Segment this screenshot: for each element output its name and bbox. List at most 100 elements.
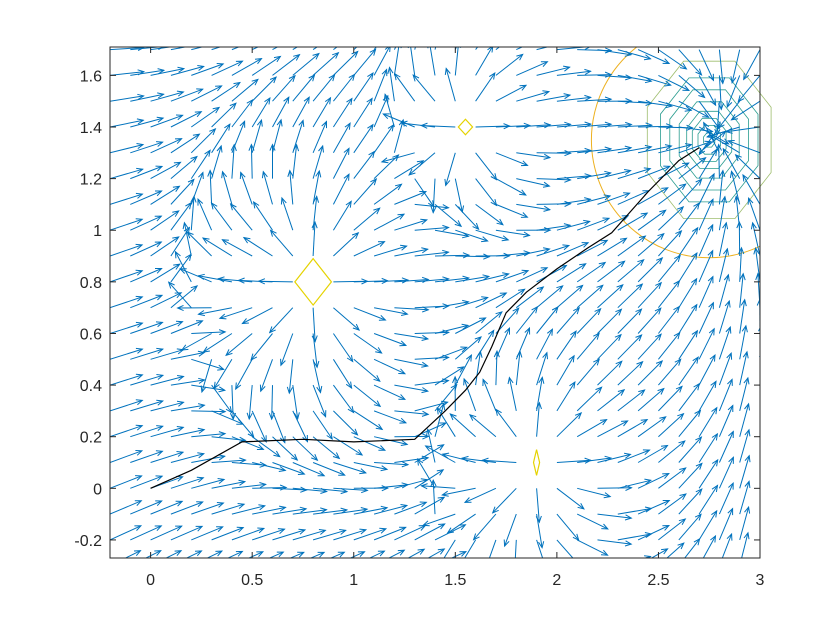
field-arrow — [259, 359, 273, 393]
field-arrow — [495, 229, 531, 238]
field-arrow — [333, 507, 369, 515]
field-arrow — [130, 425, 164, 438]
field-arrow — [495, 408, 517, 437]
field-arrow — [739, 480, 751, 515]
goal-contour-mid — [646, 60, 772, 220]
field-arrow — [130, 475, 164, 489]
field-arrow — [722, 147, 741, 179]
field-arrow — [434, 252, 471, 259]
field-arrow — [353, 72, 374, 102]
field-arrow — [739, 428, 751, 463]
field-arrow — [353, 307, 387, 321]
field-arrow — [597, 145, 633, 154]
field-arrow — [190, 171, 204, 205]
field-arrow — [463, 487, 497, 503]
field-arrow — [444, 152, 456, 187]
field-arrow — [221, 239, 253, 257]
field-arrow — [207, 169, 214, 205]
field-arrow — [394, 333, 430, 341]
field-arrow — [536, 376, 545, 411]
field-arrow — [252, 484, 288, 491]
field-arrow — [658, 440, 686, 463]
field-arrow — [678, 100, 710, 118]
field-arrow — [718, 49, 726, 85]
field-arrow — [231, 47, 241, 51]
field-arrow — [353, 333, 383, 354]
field-arrow — [150, 500, 184, 515]
field-arrow — [191, 85, 223, 102]
field-arrow — [272, 118, 283, 153]
field-arrow — [714, 101, 721, 137]
field-arrow — [514, 539, 517, 558]
field-arrow — [658, 229, 683, 257]
field-arrow — [382, 113, 415, 128]
field-arrow — [280, 333, 294, 367]
field-arrow — [373, 47, 391, 76]
field-arrow — [597, 215, 630, 231]
path-layer — [150, 147, 700, 489]
field-arrow — [380, 152, 415, 164]
field-arrow — [637, 387, 665, 412]
field-arrow — [110, 475, 143, 489]
goal-contour-inner — [669, 89, 749, 191]
field-arrow — [556, 284, 584, 309]
field-arrow — [737, 75, 760, 103]
y-tick-label: 0.8 — [80, 275, 102, 292]
field-arrow — [516, 152, 552, 160]
y-tick-label: 1.6 — [80, 68, 102, 85]
field-arrow — [443, 539, 456, 558]
field-arrow — [617, 235, 647, 257]
field-arrow — [472, 513, 497, 541]
field-arrow — [150, 161, 182, 180]
field-arrow — [353, 207, 381, 231]
field-arrow — [312, 410, 333, 441]
field-arrow — [170, 47, 200, 51]
field-arrow — [495, 203, 529, 218]
field-arrow — [536, 351, 548, 386]
field-arrow — [739, 324, 748, 360]
field-arrow — [576, 261, 607, 283]
field-arrow — [130, 347, 165, 360]
field-arrow — [110, 143, 145, 154]
field-arrow — [658, 206, 685, 231]
field-arrow — [576, 332, 600, 360]
field-arrow — [393, 72, 416, 102]
field-arrow — [110, 192, 144, 205]
field-arrow — [434, 323, 470, 334]
field-arrow — [191, 408, 227, 415]
field-arrow — [753, 246, 760, 282]
field-arrow — [436, 406, 456, 437]
x-tick-label: 2.5 — [647, 572, 669, 589]
field-arrow — [507, 376, 517, 412]
field-arrow — [556, 263, 587, 283]
field-arrow — [536, 244, 571, 257]
field-arrow — [170, 65, 205, 76]
field-arrow — [718, 195, 727, 231]
field-arrow — [536, 47, 550, 51]
field-arrow — [174, 250, 192, 283]
field-arrow — [414, 203, 450, 211]
field-arrow — [110, 373, 144, 386]
field-arrow — [250, 333, 273, 361]
field-arrow — [130, 374, 165, 386]
field-arrow — [743, 49, 760, 81]
field-arrow — [170, 476, 205, 489]
field-arrow — [576, 239, 609, 257]
field-arrow — [130, 241, 163, 257]
field-arrow — [718, 299, 731, 334]
field-arrow — [191, 63, 225, 76]
field-arrow — [658, 143, 693, 154]
field-arrow — [455, 317, 487, 334]
field-arrow — [170, 452, 205, 463]
field-arrow — [257, 278, 293, 285]
axes-background — [110, 47, 760, 558]
field-arrow — [597, 284, 624, 309]
field-arrow — [758, 326, 760, 360]
field-arrow — [110, 399, 144, 412]
field-arrow — [516, 122, 552, 129]
y-axis: -0.2 0 0.2 0.4 0.6 0.8 1 1.2 1.4 1.6 — [74, 68, 760, 550]
field-arrow — [211, 144, 223, 179]
field-arrow — [313, 487, 349, 495]
field-arrow — [349, 551, 366, 558]
